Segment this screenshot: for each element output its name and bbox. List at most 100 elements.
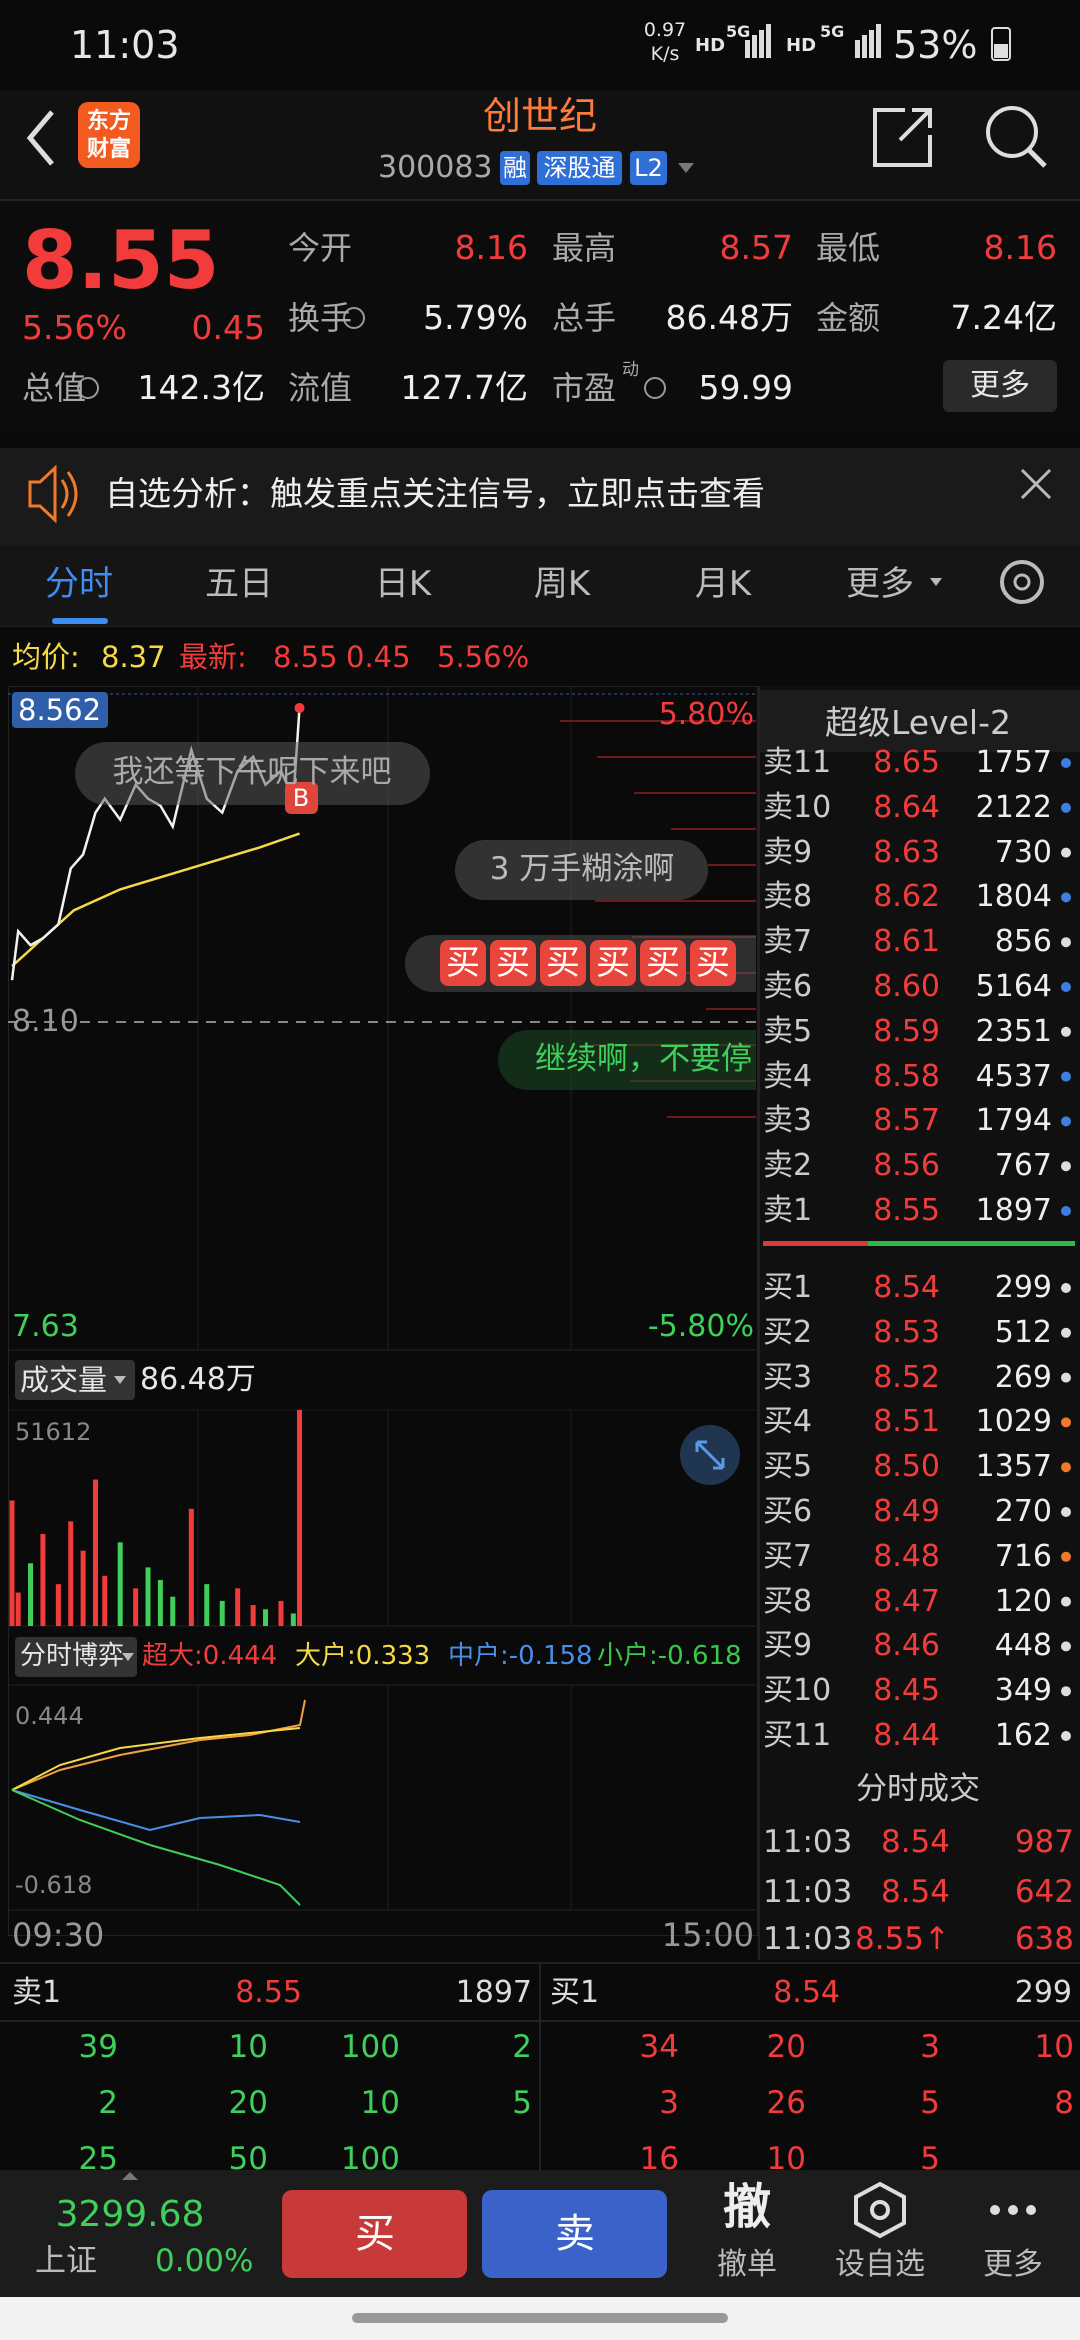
buy-badge xyxy=(540,940,586,986)
order-label: 买3 xyxy=(763,1359,813,1395)
close-icon[interactable] xyxy=(1020,468,1052,500)
order-dot xyxy=(1061,1507,1071,1517)
sell-button[interactable] xyxy=(482,2190,667,2278)
order-dot xyxy=(1061,937,1071,948)
depth-cell: 5 xyxy=(512,2085,532,2122)
buy-button[interactable] xyxy=(282,2190,467,2278)
order-price: 8.61 xyxy=(873,924,940,960)
order-label: 买5 xyxy=(763,1449,813,1485)
tab[interactable]: 月K xyxy=(694,563,752,604)
tab[interactable]: 分时 xyxy=(45,563,113,604)
sell-label[interactable]: 卖 xyxy=(555,2211,595,2257)
order-label: 卖7 xyxy=(763,924,813,960)
depth-shade xyxy=(595,900,756,902)
order-price: 8.44 xyxy=(873,1718,940,1753)
volume-total: 86.48万 xyxy=(140,1362,256,1397)
volume-bar xyxy=(28,1563,34,1626)
trades-cover xyxy=(760,1760,1080,1960)
search-handle xyxy=(1027,148,1047,168)
tab[interactable]: 周K xyxy=(533,563,591,604)
flow-legend: 大户:0.333 xyxy=(295,1641,431,1672)
order-price: 8.49 xyxy=(873,1494,940,1529)
network-label: 5G xyxy=(726,22,751,42)
depth-cell: 10 xyxy=(228,2029,268,2066)
volume-dropdown[interactable] xyxy=(15,1360,135,1400)
order-volume: 716 xyxy=(994,1538,1052,1574)
index-percent: 0.00% xyxy=(155,2243,254,2280)
order-volume: 5164 xyxy=(975,969,1052,1004)
buy-label[interactable]: 买 xyxy=(355,2211,395,2257)
share-icon[interactable] xyxy=(873,108,932,167)
depth-cell: 10 xyxy=(360,2085,400,2122)
order-dot xyxy=(1061,1071,1071,1082)
watch-icon[interactable] xyxy=(854,2181,906,2239)
order-volume: 120 xyxy=(994,1583,1052,1619)
cancel-icon[interactable]: 撤 xyxy=(722,2179,771,2236)
flow-line xyxy=(11,1727,301,1791)
order-dot xyxy=(1061,1686,1071,1697)
order-price: 8.52 xyxy=(873,1359,940,1395)
tab[interactable]: 日K xyxy=(374,563,432,604)
game-dropdown[interactable] xyxy=(15,1637,137,1677)
banner-bar[interactable] xyxy=(0,448,1080,545)
order-price: 8.51 xyxy=(873,1404,940,1440)
back-icon[interactable] xyxy=(26,110,54,166)
more-label[interactable]: 更多 xyxy=(970,368,1030,403)
order-price: 8.62 xyxy=(873,879,940,915)
logo-text: 东方 xyxy=(86,108,131,134)
volume-bar xyxy=(40,1533,46,1626)
order-dot xyxy=(1061,1283,1071,1293)
watch-label[interactable]: 设自选 xyxy=(835,2247,925,2282)
cancel-label[interactable]: 撤单 xyxy=(717,2247,777,2282)
depth-cell: 2 xyxy=(512,2029,532,2066)
order-label: 卖10 xyxy=(763,789,832,825)
order-price: 8.63 xyxy=(873,834,940,870)
signal-bar xyxy=(876,24,881,58)
volume-bar xyxy=(9,1500,15,1626)
more-button[interactable] xyxy=(943,360,1057,412)
trade-volume: 642 xyxy=(1014,1874,1074,1911)
order-dot xyxy=(1061,1551,1071,1562)
tab[interactable]: 五日 xyxy=(205,563,273,604)
quote-panel xyxy=(0,201,1080,433)
stat-value: 127.7亿 xyxy=(400,368,528,408)
flow-line xyxy=(11,1789,301,1906)
order-volume: 270 xyxy=(994,1494,1052,1529)
settings-icon[interactable] xyxy=(1000,560,1044,604)
tab-bar xyxy=(0,545,1080,627)
order-volume: 1029 xyxy=(975,1404,1052,1440)
more-label[interactable]: 更多 xyxy=(983,2247,1043,2282)
depth-cell: 5 xyxy=(920,2085,940,2122)
stat-label: 总值 xyxy=(22,368,87,407)
order-volume: 1357 xyxy=(975,1449,1052,1485)
depth-label: 买1 xyxy=(550,1975,600,2010)
tag: L2 xyxy=(634,153,663,182)
order-volume: 856 xyxy=(994,924,1052,960)
depth-shade xyxy=(706,1008,756,1010)
order-label: 卖1 xyxy=(763,1193,813,1228)
depth-cell: 3 xyxy=(659,2085,679,2122)
bottom-percent: -5.80% xyxy=(647,1309,754,1344)
volume-bar xyxy=(204,1584,210,1626)
info-icon xyxy=(77,377,99,399)
change-amount: 0.45 xyxy=(191,308,265,348)
stat-value: 142.3亿 xyxy=(137,368,265,408)
tab[interactable]: 更多 xyxy=(846,563,914,604)
order-volume: 1804 xyxy=(975,879,1052,915)
volume-bar xyxy=(117,1542,123,1626)
tag-box xyxy=(500,151,530,185)
volume-bar xyxy=(290,1613,296,1626)
search-icon[interactable] xyxy=(986,106,1038,158)
flow-line xyxy=(11,1699,306,1791)
dropdown-arrow xyxy=(114,1376,126,1384)
banner-text[interactable]: 自选分析：触发重点关注信号，立即点击查看 xyxy=(105,474,765,514)
last-price: 8.55 xyxy=(22,214,220,307)
order-dot xyxy=(1061,1161,1071,1172)
stat-label: 今开 xyxy=(288,228,353,267)
level2-panel xyxy=(758,686,1080,1960)
depth-price: 8.54 xyxy=(773,1975,840,2010)
order-price: 8.50 xyxy=(873,1449,940,1485)
marker-badge xyxy=(285,782,318,814)
